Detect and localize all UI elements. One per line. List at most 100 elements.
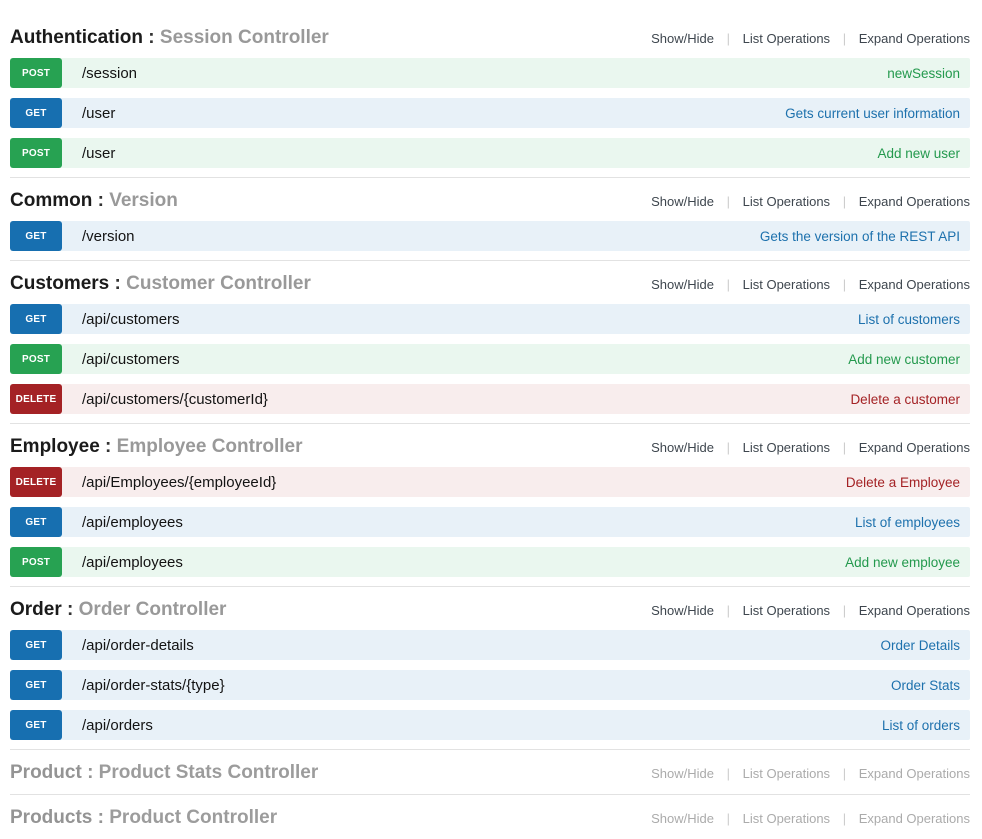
link-divider: | bbox=[718, 194, 739, 209]
endpoint-path[interactable]: /user bbox=[82, 145, 115, 162]
endpoint-description[interactable]: Add new customer bbox=[848, 352, 970, 367]
endpoint-path[interactable]: /api/order-stats/{type} bbox=[82, 677, 225, 694]
section-name-common[interactable]: Common bbox=[10, 190, 92, 211]
get-method-badge: GET bbox=[10, 670, 62, 700]
section-controller-label: Employee Controller bbox=[117, 436, 303, 457]
post-method-badge: POST bbox=[10, 58, 62, 88]
section-name-order[interactable]: Order bbox=[10, 599, 62, 620]
link-divider: | bbox=[834, 31, 855, 46]
endpoint-description[interactable]: List of orders bbox=[882, 718, 970, 733]
endpoint-path[interactable]: /api/customers/{customerId} bbox=[82, 391, 268, 408]
section-name-products[interactable]: Products bbox=[10, 807, 92, 828]
section-heading: Employee : Employee Controller Show/Hide… bbox=[10, 436, 970, 459]
endpoint-description[interactable]: newSession bbox=[887, 66, 970, 81]
expand-operations-link[interactable]: Expand Operations bbox=[859, 766, 970, 781]
section-name-product[interactable]: Product bbox=[10, 762, 82, 783]
list-operations-link[interactable]: List Operations bbox=[743, 440, 830, 455]
endpoint-description[interactable]: List of customers bbox=[858, 312, 970, 327]
expand-operations-link[interactable]: Expand Operations bbox=[859, 603, 970, 618]
endpoint-path[interactable]: /api/customers bbox=[82, 311, 180, 328]
section-name-employee[interactable]: Employee bbox=[10, 436, 100, 457]
get-method-badge: GET bbox=[10, 98, 62, 128]
section-controller-label: Version bbox=[109, 190, 178, 211]
api-section: Employee : Employee Controller Show/Hide… bbox=[10, 423, 970, 586]
endpoint-description[interactable]: Order Stats bbox=[891, 678, 970, 693]
endpoint-row[interactable]: GET /api/order-details Order Details bbox=[10, 630, 970, 660]
list-operations-link[interactable]: List Operations bbox=[743, 603, 830, 618]
endpoint-list: GET /api/order-details Order Details GET… bbox=[10, 630, 970, 740]
endpoint-row[interactable]: POST /api/customers Add new customer bbox=[10, 344, 970, 374]
endpoint-row[interactable]: GET /api/customers List of customers bbox=[10, 304, 970, 334]
endpoint-description[interactable]: List of employees bbox=[855, 515, 970, 530]
endpoint-description[interactable]: Add new employee bbox=[845, 555, 970, 570]
endpoint-row[interactable]: GET /user Gets current user information bbox=[10, 98, 970, 128]
section-heading: Order : Order Controller Show/Hide | Lis… bbox=[10, 599, 970, 622]
section-separator: : bbox=[87, 762, 99, 783]
section-separator: : bbox=[148, 27, 160, 48]
section-controller-label: Session Controller bbox=[160, 27, 329, 48]
endpoint-row[interactable]: GET /api/order-stats/{type} Order Stats bbox=[10, 670, 970, 700]
endpoint-description[interactable]: Gets the version of the REST API bbox=[760, 229, 970, 244]
link-divider: | bbox=[834, 766, 855, 781]
link-divider: | bbox=[718, 766, 739, 781]
section-controls: Show/Hide | List Operations | Expand Ope… bbox=[651, 28, 970, 50]
list-operations-link[interactable]: List Operations bbox=[743, 766, 830, 781]
endpoint-path[interactable]: /api/employees bbox=[82, 554, 183, 571]
endpoint-path[interactable]: /api/Employees/{employeeId} bbox=[82, 474, 276, 491]
section-separator: : bbox=[98, 807, 110, 828]
endpoint-row[interactable]: POST /user Add new user bbox=[10, 138, 970, 168]
api-section: Order : Order Controller Show/Hide | Lis… bbox=[10, 586, 970, 749]
endpoint-row[interactable]: POST /session newSession bbox=[10, 58, 970, 88]
endpoint-row[interactable]: GET /version Gets the version of the RES… bbox=[10, 221, 970, 251]
expand-operations-link[interactable]: Expand Operations bbox=[859, 31, 970, 46]
section-heading: Authentication : Session Controller Show… bbox=[10, 27, 970, 50]
endpoint-list: DELETE /api/Employees/{employeeId} Delet… bbox=[10, 467, 970, 577]
list-operations-link[interactable]: List Operations bbox=[743, 277, 830, 292]
endpoint-path[interactable]: /session bbox=[82, 65, 137, 82]
expand-operations-link[interactable]: Expand Operations bbox=[859, 194, 970, 209]
list-operations-link[interactable]: List Operations bbox=[743, 31, 830, 46]
list-operations-link[interactable]: List Operations bbox=[743, 194, 830, 209]
endpoint-description[interactable]: Delete a customer bbox=[850, 392, 970, 407]
endpoint-path[interactable]: /user bbox=[82, 105, 115, 122]
endpoint-description[interactable]: Order Details bbox=[880, 638, 970, 653]
section-heading: Product : Product Stats Controller Show/… bbox=[10, 762, 970, 785]
endpoint-row[interactable]: DELETE /api/Employees/{employeeId} Delet… bbox=[10, 467, 970, 497]
section-name-authentication[interactable]: Authentication bbox=[10, 27, 143, 48]
link-divider: | bbox=[718, 440, 739, 455]
endpoint-path[interactable]: /api/order-details bbox=[82, 637, 194, 654]
section-heading: Customers : Customer Controller Show/Hid… bbox=[10, 273, 970, 296]
section-controls: Show/Hide | List Operations | Expand Ope… bbox=[651, 191, 970, 213]
expand-operations-link[interactable]: Expand Operations bbox=[859, 811, 970, 826]
endpoint-path[interactable]: /version bbox=[82, 228, 135, 245]
show-hide-link[interactable]: Show/Hide bbox=[651, 277, 714, 292]
show-hide-link[interactable]: Show/Hide bbox=[651, 811, 714, 826]
endpoint-path[interactable]: /api/customers bbox=[82, 351, 180, 368]
show-hide-link[interactable]: Show/Hide bbox=[651, 440, 714, 455]
show-hide-link[interactable]: Show/Hide bbox=[651, 31, 714, 46]
section-separator: : bbox=[115, 273, 127, 294]
show-hide-link[interactable]: Show/Hide bbox=[651, 603, 714, 618]
show-hide-link[interactable]: Show/Hide bbox=[651, 766, 714, 781]
post-method-badge: POST bbox=[10, 344, 62, 374]
endpoint-path[interactable]: /api/orders bbox=[82, 717, 153, 734]
show-hide-link[interactable]: Show/Hide bbox=[651, 194, 714, 209]
endpoint-row[interactable]: GET /api/employees List of employees bbox=[10, 507, 970, 537]
list-operations-link[interactable]: List Operations bbox=[743, 811, 830, 826]
delete-method-badge: DELETE bbox=[10, 384, 62, 414]
delete-method-badge: DELETE bbox=[10, 467, 62, 497]
endpoint-path[interactable]: /api/employees bbox=[82, 514, 183, 531]
expand-operations-link[interactable]: Expand Operations bbox=[859, 440, 970, 455]
expand-operations-link[interactable]: Expand Operations bbox=[859, 277, 970, 292]
endpoint-description[interactable]: Add new user bbox=[877, 146, 970, 161]
get-method-badge: GET bbox=[10, 304, 62, 334]
api-section: Authentication : Session Controller Show… bbox=[10, 15, 970, 177]
endpoint-row[interactable]: POST /api/employees Add new employee bbox=[10, 547, 970, 577]
get-method-badge: GET bbox=[10, 221, 62, 251]
endpoint-description[interactable]: Delete a Employee bbox=[846, 475, 970, 490]
section-controls: Show/Hide | List Operations | Expand Ope… bbox=[651, 274, 970, 296]
endpoint-description[interactable]: Gets current user information bbox=[785, 106, 970, 121]
section-name-customers[interactable]: Customers bbox=[10, 273, 109, 294]
endpoint-row[interactable]: GET /api/orders List of orders bbox=[10, 710, 970, 740]
endpoint-row[interactable]: DELETE /api/customers/{customerId} Delet… bbox=[10, 384, 970, 414]
